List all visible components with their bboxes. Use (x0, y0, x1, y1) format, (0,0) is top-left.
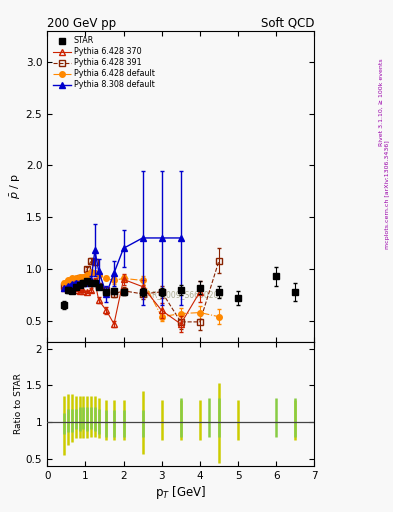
Y-axis label: Ratio to STAR: Ratio to STAR (14, 373, 23, 434)
X-axis label: p$_{T}$ [GeV]: p$_{T}$ [GeV] (155, 483, 206, 501)
Y-axis label: $\bar{p}$ / p: $\bar{p}$ / p (9, 173, 23, 199)
Text: mcplots.cern.ch [arXiv:1306.3436]: mcplots.cern.ch [arXiv:1306.3436] (385, 140, 389, 249)
Legend: STAR, Pythia 6.428 370, Pythia 6.428 391, Pythia 6.428 default, Pythia 8.308 def: STAR, Pythia 6.428 370, Pythia 6.428 391… (50, 33, 158, 93)
Text: Soft QCD: Soft QCD (261, 16, 314, 30)
Text: STAR_2009_S6650200: STAR_2009_S6650200 (138, 290, 223, 300)
Text: Rivet 3.1.10, ≥ 100k events: Rivet 3.1.10, ≥ 100k events (379, 58, 384, 146)
Text: 200 GeV pp: 200 GeV pp (47, 16, 116, 30)
